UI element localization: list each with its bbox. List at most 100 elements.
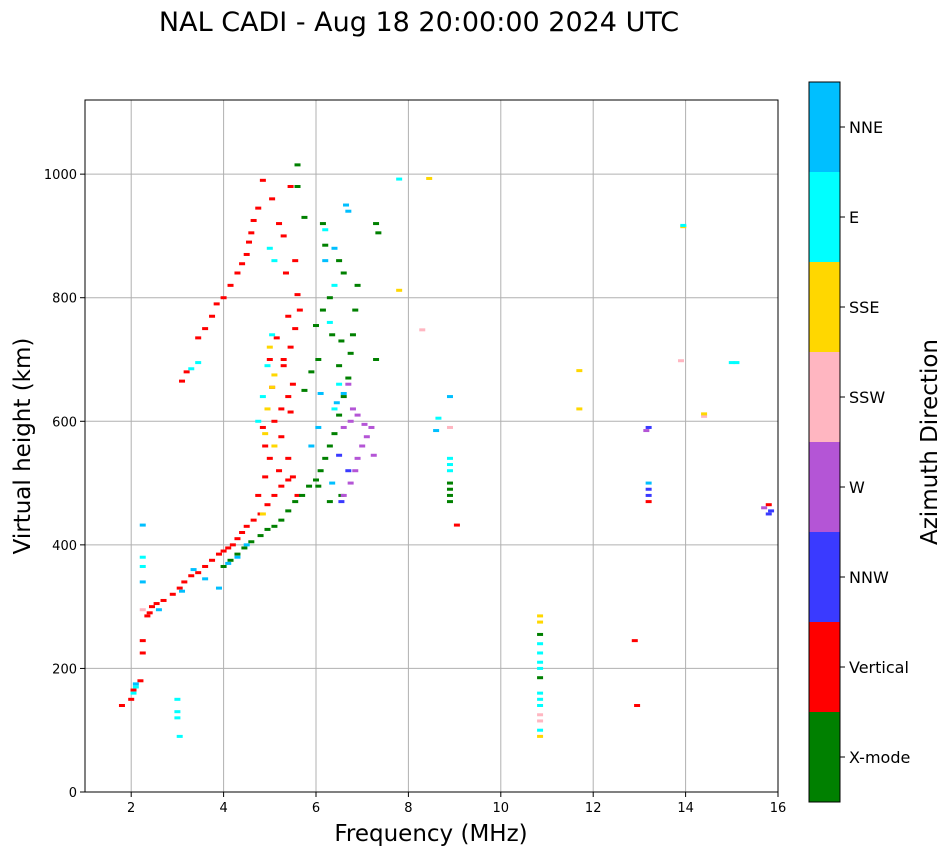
x-tick-label: 16 [770,801,787,816]
data-point-nne [225,561,232,565]
data-point-vertical [287,410,294,414]
y-tick-label: 1000 [44,168,77,183]
data-point-ssw [701,414,708,418]
data-point-e [537,651,544,655]
data-point-x-mode [326,444,333,448]
data-point-vertical [176,586,183,590]
y-axis-label: Virtual height (km) [10,338,36,555]
data-point-vertical [273,336,280,340]
data-point-w [345,382,352,386]
grid-lines [85,100,779,793]
data-point-nne [329,481,336,485]
data-point-vertical [148,605,155,609]
data-point-e [188,367,195,371]
data-point-sse [269,385,276,389]
data-point-nne [331,246,338,250]
data-point-x-mode [329,333,336,337]
y-tick-label: 800 [52,292,77,307]
x-axis-label: Frequency (MHz) [334,821,527,847]
data-point-vertical [202,327,209,331]
data-point-x-mode [446,487,453,491]
data-point-x-mode [336,259,343,263]
data-point-x-mode [347,351,354,355]
data-point-e [195,361,202,365]
colorbar-swatch-x-mode [809,712,840,802]
data-point-x-mode [278,518,285,522]
data-point-nne [139,580,146,584]
data-point-x-mode [326,296,333,300]
data-point-e [537,660,544,664]
data-point-e [139,555,146,559]
data-point-vertical [255,493,262,497]
data-point-vertical [269,197,276,201]
data-point-x-mode [306,484,313,488]
data-point-sse [537,620,544,624]
data-point-x-mode [227,558,234,562]
data-point-x-mode [340,271,347,275]
data-point-vertical [160,598,167,602]
data-point-x-mode [319,222,326,226]
data-point-x-mode [257,534,264,538]
data-point-vertical [179,379,186,383]
data-point-x-mode [373,222,380,226]
data-point-e [271,259,278,263]
data-point-vertical [259,178,266,182]
data-point-nnw [338,500,345,504]
data-point-e [255,419,262,423]
data-point-x-mode [308,370,315,374]
data-point-w [361,422,368,426]
data-point-e [264,364,271,368]
data-point-sse [271,444,278,448]
data-point-e [130,691,137,695]
data-point-nne [234,555,241,559]
data-point-vertical [289,382,296,386]
data-point-vertical [280,364,287,368]
data-point-w [368,425,375,429]
x-tick-label: 2 [127,801,135,816]
data-point-vertical [255,206,262,210]
data-point-vertical [259,425,266,429]
data-point-e [537,691,544,695]
data-point-ssw [537,719,544,723]
data-point-vertical [195,571,202,575]
colorbar-label-e: E [849,208,859,227]
data-point-vertical [239,531,246,534]
colorbar-label-x-mode: X-mode [849,748,910,767]
colorbar-frame [808,81,841,803]
data-point-x-mode [319,308,326,312]
x-axis-ticks: 2 4 6 8 10 12 14 16 [127,792,786,816]
data-point-vertical [285,314,292,318]
data-point-vertical [139,651,146,655]
data-point-e [537,697,544,701]
data-point-vertical [765,503,772,507]
colorbar-swatch-sse [809,262,840,352]
data-point-vertical [292,259,299,263]
data-point-sse [396,288,403,292]
data-point-vertical [282,271,289,275]
data-point-sse [576,369,583,373]
data-point-vertical [130,688,137,692]
data-point-x-mode [340,395,347,399]
data-point-w [354,413,361,417]
data-point-x-mode [294,163,301,167]
data-point-sse [426,176,433,180]
data-point-nnw [645,425,652,429]
data-point-e [322,228,329,232]
colorbar-swatch-nne [809,82,840,172]
data-point-w [359,444,366,448]
data-point-vertical [278,435,285,439]
data-point-e [446,463,453,467]
data-point-x-mode [352,308,359,312]
colorbar-label-sse: SSE [849,298,879,317]
data-point-e [537,666,544,670]
data-point-vertical [280,234,287,238]
data-point-vertical [287,345,294,349]
data-point-vertical [645,500,652,504]
data-point-e [396,177,403,181]
data-point-x-mode [375,231,382,235]
data-point-vertical [271,493,278,497]
data-point-e [176,734,183,738]
data-point-vertical [234,271,241,275]
data-point-w [347,419,354,423]
data-point-x-mode [338,339,345,343]
